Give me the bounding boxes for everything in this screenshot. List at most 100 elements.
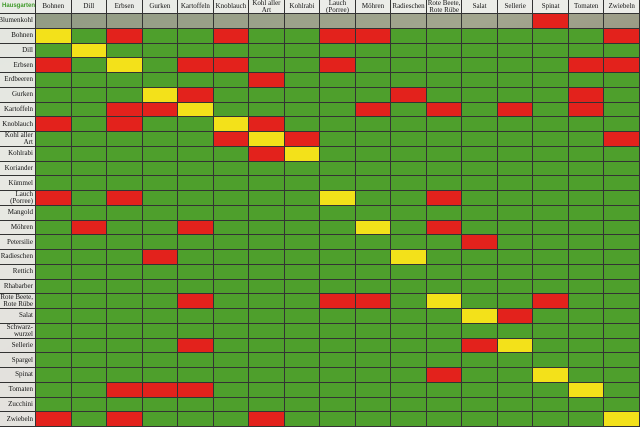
cell <box>497 235 534 250</box>
cell <box>249 43 285 59</box>
cell <box>497 294 534 309</box>
cell <box>391 338 427 354</box>
cell <box>178 264 214 280</box>
cell <box>213 309 250 324</box>
cell <box>36 176 72 191</box>
cell <box>249 117 285 132</box>
cell <box>71 353 108 368</box>
cell <box>142 176 179 191</box>
cell <box>142 309 179 324</box>
cell <box>249 250 285 265</box>
cell <box>107 176 143 191</box>
cell <box>568 397 605 413</box>
cell <box>568 146 605 162</box>
cell <box>249 191 285 206</box>
cell <box>284 250 321 265</box>
cell <box>568 132 605 147</box>
cell <box>36 382 72 398</box>
cell <box>178 353 214 368</box>
cell <box>71 235 108 250</box>
cell <box>497 87 534 103</box>
column-header: Bohnen <box>36 0 72 14</box>
cell <box>497 191 534 206</box>
cell <box>107 191 143 206</box>
cell <box>36 14 72 29</box>
row-label: Rettich <box>0 264 36 280</box>
cell <box>284 368 321 383</box>
cell <box>178 309 214 324</box>
cell <box>462 14 498 29</box>
cell <box>462 294 498 309</box>
cell <box>568 382 605 398</box>
cell <box>355 205 392 221</box>
cell <box>462 279 498 295</box>
cell <box>391 323 427 339</box>
cell <box>320 176 356 191</box>
column-header: Erbsen <box>107 0 143 14</box>
cell <box>320 264 356 280</box>
cell <box>107 338 143 354</box>
cell <box>462 264 498 280</box>
cell <box>142 43 179 59</box>
cell <box>604 191 640 206</box>
cell <box>497 250 534 265</box>
cell <box>391 309 427 324</box>
cell <box>533 353 569 368</box>
cell <box>213 323 250 339</box>
cell <box>426 132 463 147</box>
column-header: Knoblauch <box>213 0 250 14</box>
cell <box>320 220 356 236</box>
row-label: Erbsen <box>0 58 36 73</box>
cell <box>533 368 569 383</box>
cell <box>178 323 214 339</box>
cell <box>36 191 72 206</box>
cell <box>71 87 108 103</box>
cell <box>497 309 534 324</box>
cell <box>355 264 392 280</box>
cell <box>426 353 463 368</box>
cell <box>497 14 534 29</box>
row-label: Kohlrabi <box>0 146 36 162</box>
cell <box>320 412 356 427</box>
cell <box>36 264 72 280</box>
cell <box>178 117 214 132</box>
cell <box>568 294 605 309</box>
cell <box>426 58 463 73</box>
cell <box>284 28 321 44</box>
cell <box>107 279 143 295</box>
cell <box>604 235 640 250</box>
cell <box>568 338 605 354</box>
cell <box>426 220 463 236</box>
cell <box>284 102 321 118</box>
cell <box>391 58 427 73</box>
cell <box>355 132 392 147</box>
cell <box>36 353 72 368</box>
cell <box>284 58 321 73</box>
cell <box>462 353 498 368</box>
cell <box>426 205 463 221</box>
cell <box>142 220 179 236</box>
cell <box>107 161 143 177</box>
cell <box>249 368 285 383</box>
cell <box>497 412 534 427</box>
cell <box>249 264 285 280</box>
cell <box>497 102 534 118</box>
cell <box>568 191 605 206</box>
cell <box>391 176 427 191</box>
row-label: Radieschen <box>0 250 36 265</box>
cell <box>213 397 250 413</box>
cell <box>533 412 569 427</box>
cell <box>568 323 605 339</box>
cell <box>533 309 569 324</box>
cell <box>142 161 179 177</box>
cell <box>391 353 427 368</box>
cell <box>355 279 392 295</box>
cell <box>604 250 640 265</box>
cell <box>355 14 392 29</box>
cell <box>533 264 569 280</box>
cell <box>355 338 392 354</box>
cell <box>604 87 640 103</box>
column-header: Kohlrabi <box>284 0 321 14</box>
cell <box>284 87 321 103</box>
cell <box>497 338 534 354</box>
